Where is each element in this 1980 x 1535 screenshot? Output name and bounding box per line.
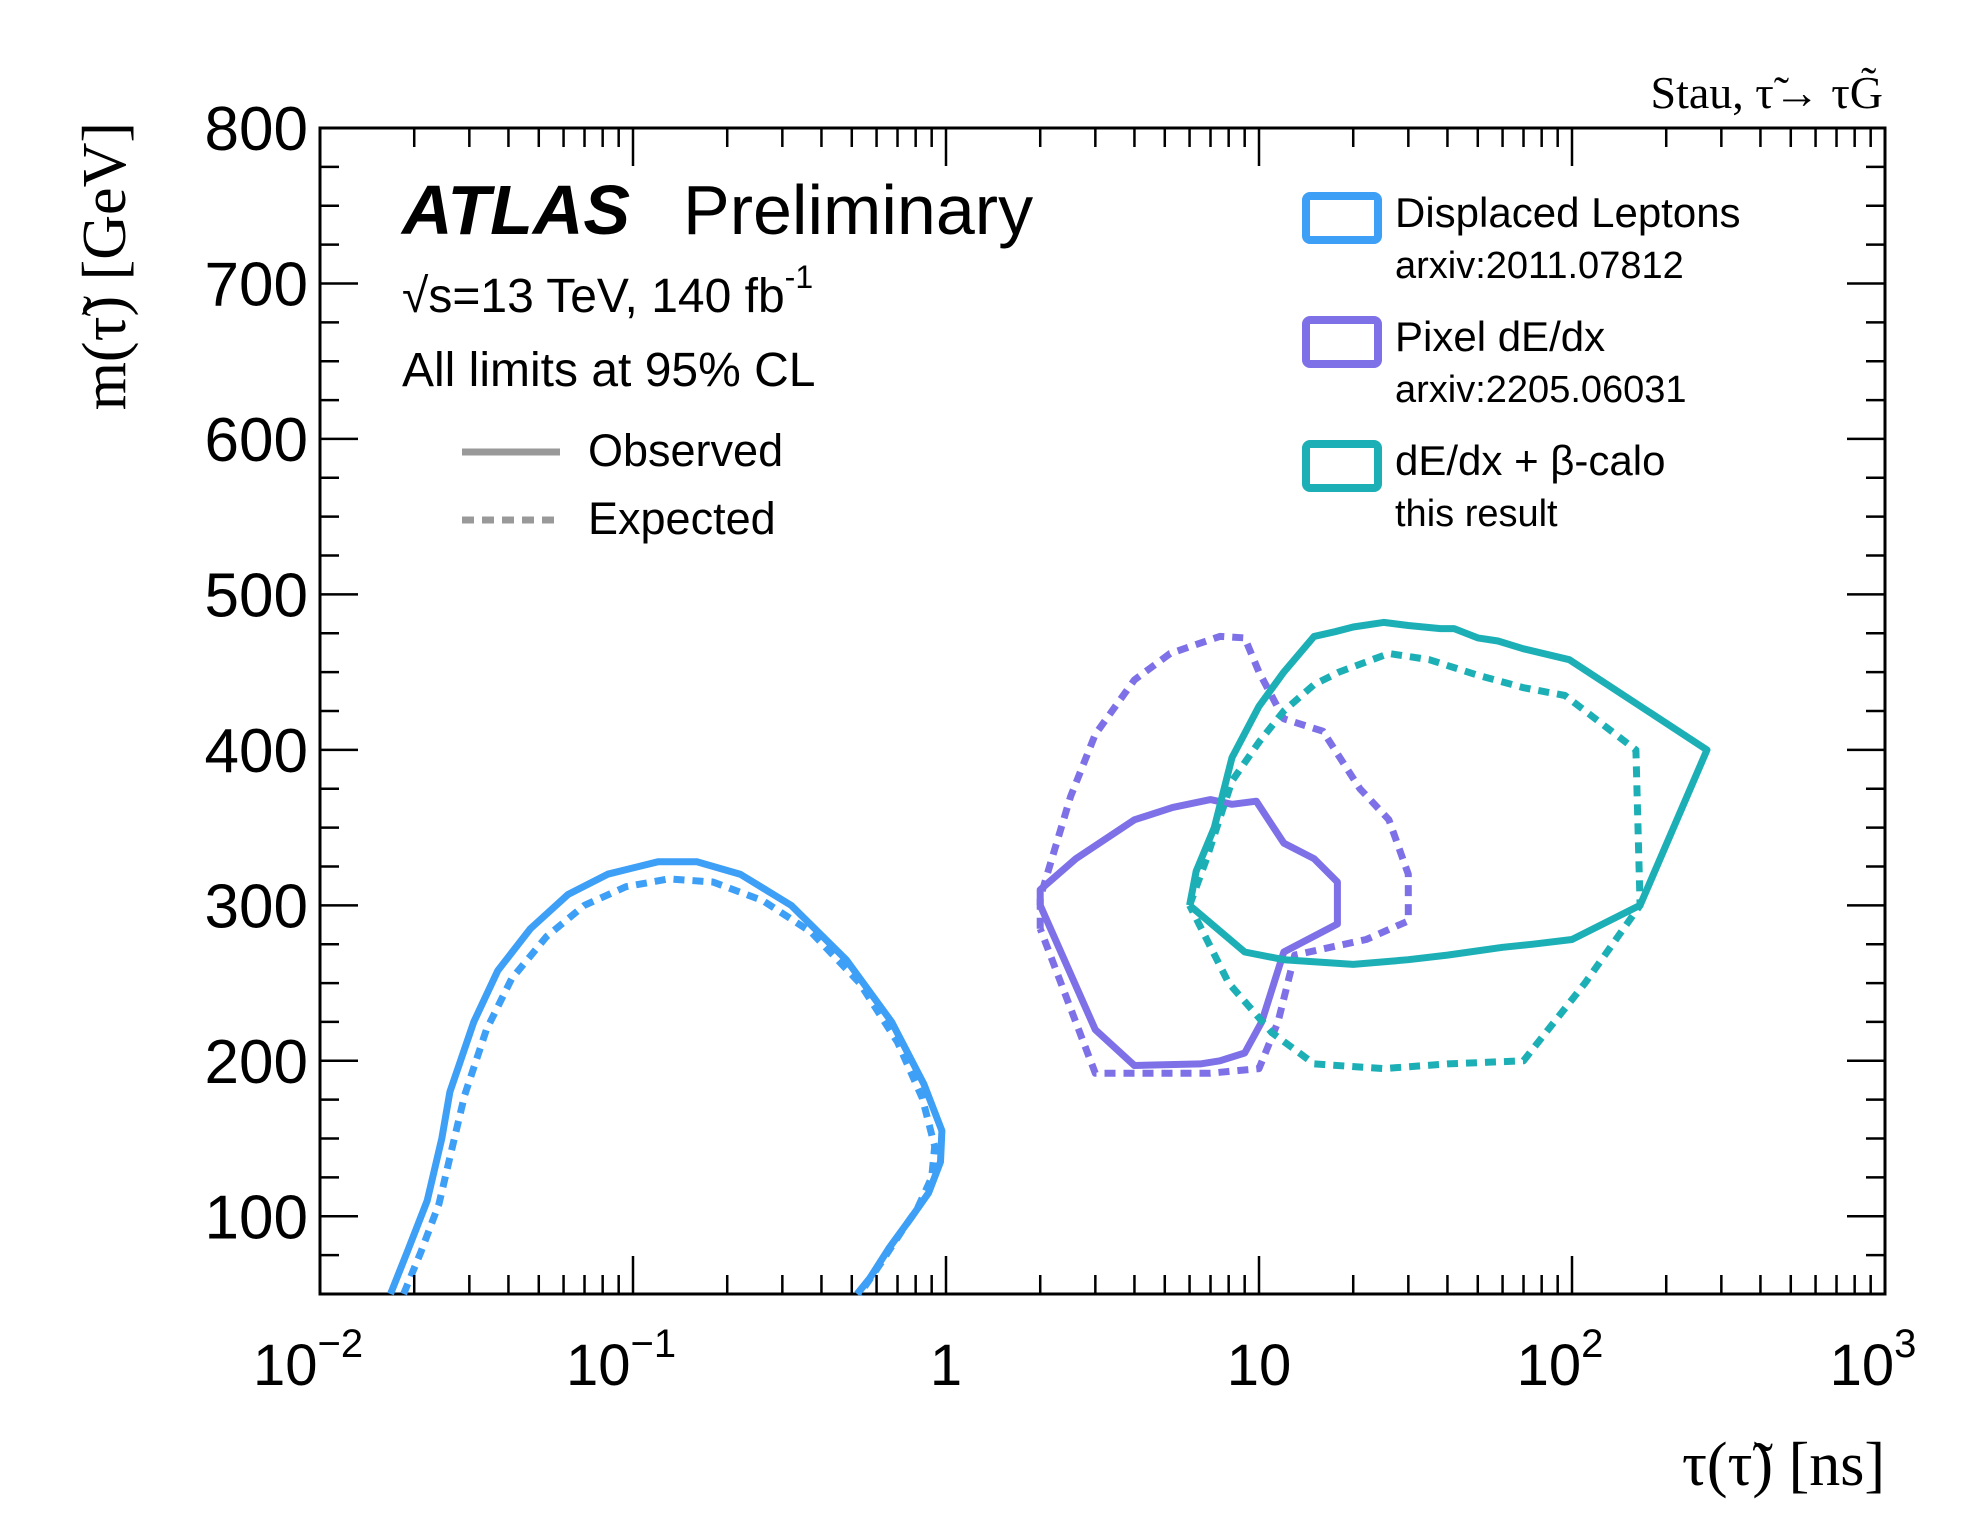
y-tick-label-7: 800: [205, 95, 308, 164]
x-tick-label-exponent: −1: [630, 1322, 676, 1366]
legend-sublabel-pixel-dedx: arxiv:2205.06031: [1395, 369, 1687, 411]
x-tick-label-exponent: −2: [317, 1322, 363, 1366]
x-tick-label-exponent: 2: [1581, 1322, 1603, 1366]
x-tick-label-base: 10: [1830, 1333, 1895, 1398]
x-tick-label-3: 10: [1227, 1333, 1292, 1398]
x-tick-label-base: 10: [1517, 1333, 1582, 1398]
atlas-sublabel: Preliminary: [683, 171, 1033, 249]
series-line-0: [387, 858, 946, 1297]
cl-label: All limits at 95% CL: [402, 344, 815, 397]
y-tick-label-6: 700: [205, 250, 308, 319]
y-axis-label: m(τ̃) [GeV]: [71, 122, 139, 410]
series-layer: [387, 618, 1711, 1297]
y-tick-label-2: 300: [205, 872, 308, 941]
energy-label: √s=13 TeV, 140 fb-1: [402, 259, 813, 323]
y-tick-label-0: 100: [205, 1183, 308, 1252]
series-line-1: [400, 875, 939, 1296]
x-tick-label-2: 1: [930, 1333, 962, 1398]
chart-title: Stau, τ̃→ τG̃: [1651, 67, 1883, 118]
series-line-4: [1186, 618, 1711, 968]
legend-box-dedx-beta-calo: [1302, 440, 1382, 492]
y-tick-label-3: 400: [205, 717, 308, 786]
expected-legend-label: Expected: [588, 493, 776, 544]
legend-label-pixel-dedx: Pixel dE/dx: [1395, 313, 1605, 360]
y-tick-label-5: 600: [205, 406, 308, 475]
x-tick-label-1: 10−1: [566, 1322, 676, 1398]
sqrt-symbol: √: [402, 270, 429, 323]
legend-sublabel-displaced-leptons: arxiv:2011.07812: [1395, 245, 1684, 287]
atlas-label: ATLAS: [400, 171, 630, 249]
series-line-2: [1036, 796, 1341, 1069]
legend-box-displaced-leptons: [1302, 192, 1382, 244]
series-line-3: [1036, 632, 1412, 1077]
axis-ticks: [318, 126, 1887, 1296]
energy-text: s=13 TeV, 140 fb: [428, 270, 784, 323]
x-tick-label-4: 102: [1517, 1322, 1604, 1398]
legend-box-pixel-dedx: [1302, 316, 1382, 368]
legend-label-displaced-leptons: Displaced Leptons: [1395, 189, 1741, 236]
x-tick-labels: 10−2 10−1 1 10 102 103: [253, 1322, 1916, 1398]
x-tick-label-base: 10: [566, 1333, 631, 1398]
legend-label-dedx-beta-calo: dE/dx + β-calo: [1395, 437, 1665, 484]
x-tick-label-0: 10−2: [253, 1322, 363, 1398]
y-tick-labels: 100 200 300 400 500 600 700 800: [205, 95, 308, 1252]
x-tick-label-exponent: 3: [1894, 1322, 1916, 1366]
x-axis-label: τ(τ̃) [ns]: [1682, 1431, 1885, 1499]
y-tick-label-1: 200: [205, 1028, 308, 1097]
x-tick-label-5: 103: [1830, 1322, 1917, 1398]
legend-sublabel-dedx-beta-calo: this result: [1395, 493, 1558, 535]
y-tick-label-4: 500: [205, 561, 308, 630]
x-tick-label-base: 10: [1227, 1333, 1292, 1398]
x-tick-label-base: 1: [930, 1333, 962, 1398]
energy-superscript: -1: [785, 259, 813, 295]
x-tick-label-base: 10: [253, 1333, 318, 1398]
series-line-5: [1186, 650, 1644, 1073]
observed-legend-label: Observed: [588, 425, 783, 476]
